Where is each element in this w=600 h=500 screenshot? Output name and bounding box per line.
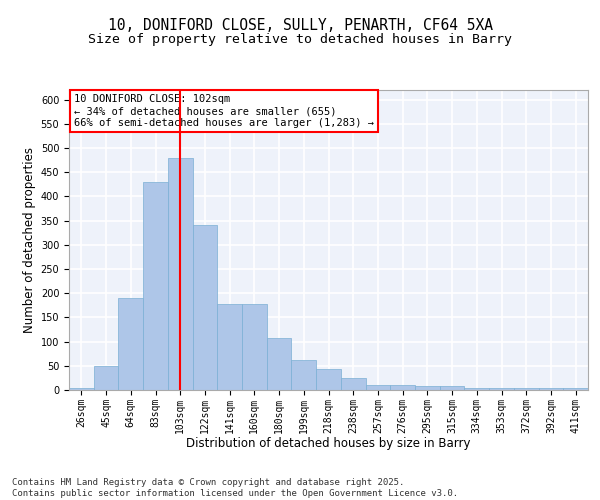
- Bar: [168, 158, 193, 390]
- Text: 10 DONIFORD CLOSE: 102sqm
← 34% of detached houses are smaller (655)
66% of semi: 10 DONIFORD CLOSE: 102sqm ← 34% of detac…: [74, 94, 374, 128]
- Bar: [563, 388, 588, 390]
- Bar: [267, 338, 292, 390]
- Text: 10, DONIFORD CLOSE, SULLY, PENARTH, CF64 5XA: 10, DONIFORD CLOSE, SULLY, PENARTH, CF64…: [107, 18, 493, 32]
- Y-axis label: Number of detached properties: Number of detached properties: [23, 147, 37, 333]
- Bar: [94, 366, 118, 390]
- Bar: [464, 388, 489, 390]
- Bar: [415, 386, 440, 390]
- Bar: [539, 388, 563, 390]
- Bar: [365, 384, 390, 390]
- Bar: [69, 388, 94, 390]
- Bar: [341, 378, 365, 390]
- Bar: [118, 298, 143, 390]
- X-axis label: Distribution of detached houses by size in Barry: Distribution of detached houses by size …: [186, 437, 471, 450]
- Bar: [242, 304, 267, 390]
- Bar: [316, 368, 341, 390]
- Text: Contains HM Land Registry data © Crown copyright and database right 2025.
Contai: Contains HM Land Registry data © Crown c…: [12, 478, 458, 498]
- Bar: [217, 304, 242, 390]
- Bar: [514, 388, 539, 390]
- Bar: [440, 386, 464, 390]
- Bar: [489, 388, 514, 390]
- Bar: [193, 226, 217, 390]
- Bar: [390, 384, 415, 390]
- Text: Size of property relative to detached houses in Barry: Size of property relative to detached ho…: [88, 32, 512, 46]
- Bar: [143, 182, 168, 390]
- Bar: [292, 360, 316, 390]
